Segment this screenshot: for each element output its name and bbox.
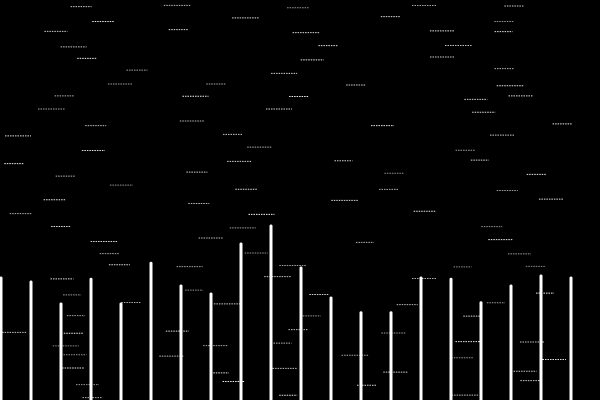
starfield-dash-layer xyxy=(2,4,572,399)
vertical-bar-layer xyxy=(0,224,573,400)
